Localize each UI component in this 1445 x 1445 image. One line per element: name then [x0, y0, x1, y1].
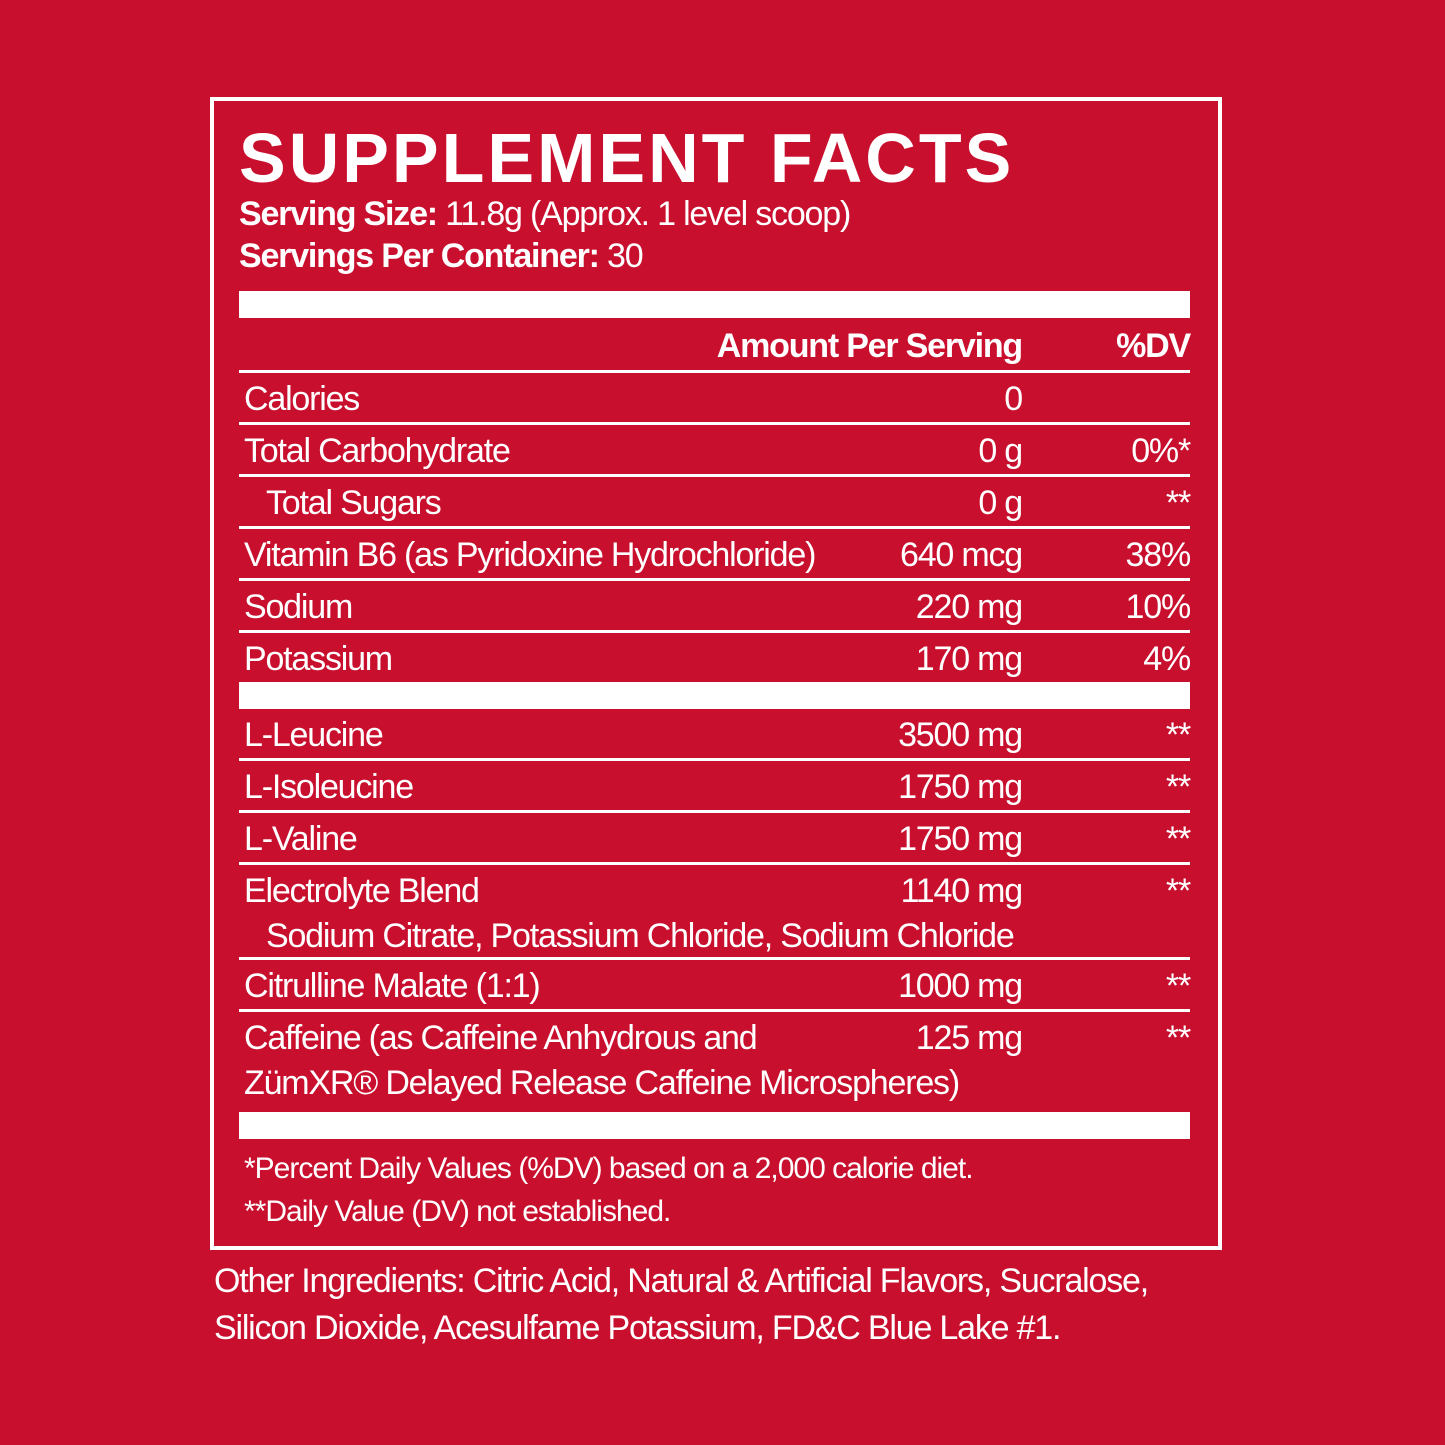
serving-size: Serving Size: 11.8g (Approx. 1 level sco…	[239, 193, 1190, 235]
row-name: L-Isoleucine	[244, 768, 414, 806]
footnote: *Percent Daily Values (%DV) based on a 2…	[244, 1152, 974, 1185]
label: Serving Size:	[239, 195, 438, 233]
row-amount: 1140 mg	[900, 872, 1024, 910]
row-name: L-Leucine	[244, 716, 384, 754]
row-name: Citrulline Malate (1:1)	[244, 967, 541, 1005]
row-name: Total Sugars	[266, 484, 442, 522]
row-dv: **	[1165, 1019, 1191, 1057]
facts-row: Electrolyte Blend 1140 mg ** Sodium Citrate…	[239, 865, 1191, 960]
facts-row: L-Valine 1750 mg **	[239, 813, 1191, 865]
facts-row: Potassium 170 mg 4%	[239, 633, 1191, 682]
value: 30	[606, 237, 644, 275]
facts-row: Total Sugars 0 g **	[239, 477, 1191, 529]
footnotes: *Percent Daily Values (%DV) based on a 2…	[239, 1147, 1190, 1233]
row-amount: 125 mg	[915, 1019, 1023, 1057]
footnote: **Daily Value (DV) not established.	[244, 1195, 671, 1228]
row-amount: 1750 mg	[898, 820, 1023, 858]
row-dv: **	[1165, 967, 1191, 1005]
row-amount: 220 mg	[915, 588, 1023, 626]
row-name: Sodium	[244, 588, 353, 626]
nutrient-rows: Calories 0 Total Carbohydrate 0 g 0%* Total S…	[239, 373, 1192, 682]
row-name: L-Valine	[244, 820, 358, 858]
panel-content: SUPPLEMENT FACTS Serving Size: 11.8g (Ap…	[239, 101, 1192, 1233]
facts-row: Sodium 220 mg 10%	[239, 581, 1192, 633]
row-amount: 3500 mg	[898, 716, 1023, 754]
dv-header: %DV	[1116, 327, 1191, 365]
divider-bar	[239, 1112, 1190, 1139]
row-amount: 0	[1004, 380, 1023, 418]
servings-per-container: Servings Per Container: 30	[239, 235, 1190, 277]
column-header: Amount Per Serving %DV	[239, 318, 1191, 373]
row-name: Total Carbohydrate	[244, 432, 511, 470]
row-dv: **	[1165, 872, 1191, 910]
row-dv: 10%	[1125, 588, 1192, 626]
facts-row: L-Leucine 3500 mg **	[239, 709, 1191, 761]
facts-panel: SUPPLEMENT FACTS Serving Size: 11.8g (Ap…	[210, 97, 1222, 1250]
amount-header: Amount Per Serving	[716, 327, 1023, 365]
facts-row: Caffeine (as Caffeine Anhydrous and 125 m…	[239, 1012, 1191, 1104]
row-name: Calories	[244, 380, 360, 418]
row-name: Caffeine (as Caffeine Anhydrous and	[244, 1019, 758, 1057]
row-dv: 0%*	[1131, 432, 1191, 470]
ingredient-rows: L-Leucine 3500 mg ** L-Isoleucine 1750 mg ** L…	[239, 709, 1191, 1104]
divider-bar	[239, 682, 1190, 709]
row-dv: 38%	[1125, 536, 1192, 574]
row-name: Electrolyte Blend	[244, 872, 480, 910]
row-amount: 0 g	[978, 432, 1023, 470]
row-dv: **	[1165, 716, 1191, 754]
row-dv: 4%	[1143, 640, 1191, 678]
row-amount: 1000 mg	[898, 967, 1023, 1005]
row-dv: **	[1165, 820, 1191, 858]
row-name: Vitamin B6 (as Pyridoxine Hydrochloride)	[244, 536, 816, 574]
facts-row: Calories 0	[239, 373, 1190, 425]
row-amount: 1750 mg	[898, 768, 1023, 806]
facts-row: L-Isoleucine 1750 mg **	[239, 761, 1191, 813]
title: SUPPLEMENT FACTS	[239, 119, 1015, 197]
row-detail: ZümXR® Delayed Release Caffeine Microsph…	[244, 1064, 960, 1102]
facts-row: Vitamin B6 (as Pyridoxine Hydrochloride)…	[239, 529, 1192, 581]
row-dv: **	[1165, 484, 1191, 522]
label: Servings Per Container:	[239, 237, 600, 275]
facts-row: Total Carbohydrate 0 g 0%*	[239, 425, 1191, 477]
divider-bar	[239, 291, 1190, 318]
row-amount: 0 g	[978, 484, 1023, 522]
row-amount: 640 mcg	[899, 536, 1023, 574]
row-name: Potassium	[244, 640, 393, 678]
row-detail: Sodium Citrate, Potassium Chloride, Sodi…	[266, 917, 1015, 955]
row-amount: 170 mg	[915, 640, 1023, 678]
value: 11.8g (Approx. 1 level scoop)	[445, 195, 851, 233]
other-ingredients: Other Ingredients: Citric Acid, Natural …	[214, 1262, 1149, 1347]
facts-row: Citrulline Malate (1:1) 1000 mg **	[239, 960, 1191, 1012]
row-dv: **	[1165, 768, 1191, 806]
